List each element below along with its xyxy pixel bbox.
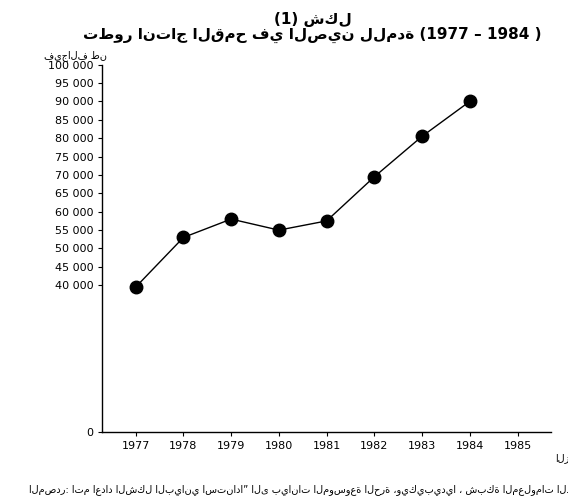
Text: تطور انتاج القمح في الصين للمدة (1977 – 1984 ): تطور انتاج القمح في الصين للمدة (1977 – … xyxy=(83,27,542,43)
Text: (1) شكل: (1) شكل xyxy=(274,12,351,27)
Text: فيجالف طن: فيجالف طن xyxy=(44,50,107,61)
Text: المصدر: اتم اعداد الشكل البياني استنادا” الى بيانات الموسوعة الحرة ،ويكيبيديا ، : المصدر: اتم اعداد الشكل البياني استنادا”… xyxy=(29,484,568,495)
Text: الزمن: الزمن xyxy=(556,454,568,465)
